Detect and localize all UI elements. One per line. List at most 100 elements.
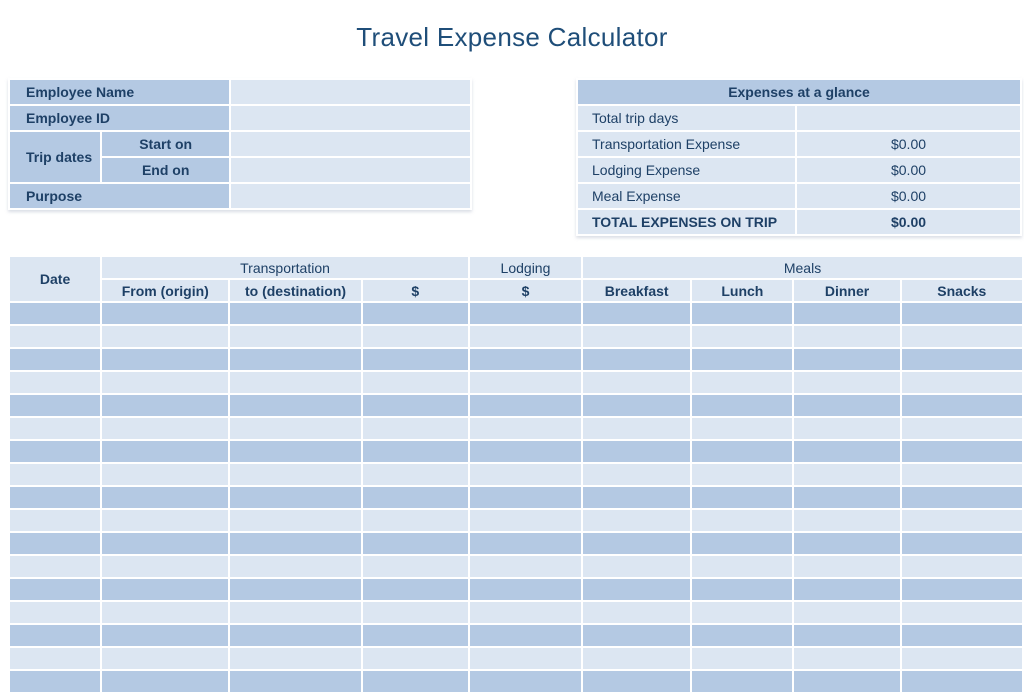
expense-cell[interactable] xyxy=(362,648,468,669)
expense-cell[interactable] xyxy=(469,487,582,508)
expense-cell[interactable] xyxy=(230,349,361,370)
expense-cell[interactable] xyxy=(692,510,793,531)
expense-cell[interactable] xyxy=(469,464,582,485)
expense-cell[interactable] xyxy=(692,602,793,623)
expense-cell[interactable] xyxy=(583,441,691,462)
expense-cell[interactable] xyxy=(583,648,691,669)
expense-cell[interactable] xyxy=(583,372,691,393)
expense-cell[interactable] xyxy=(794,326,900,347)
expense-cell[interactable] xyxy=(794,418,900,439)
expense-cell[interactable] xyxy=(469,326,582,347)
employee-id-value-cell[interactable] xyxy=(230,106,470,130)
expense-cell[interactable] xyxy=(10,533,101,554)
expense-cell[interactable] xyxy=(469,349,582,370)
expense-cell[interactable] xyxy=(901,671,1022,692)
expense-cell[interactable] xyxy=(10,418,101,439)
expense-cell[interactable] xyxy=(469,533,582,554)
expense-cell[interactable] xyxy=(10,602,101,623)
expense-cell[interactable] xyxy=(794,579,900,600)
expense-cell[interactable] xyxy=(901,326,1022,347)
expense-cell[interactable] xyxy=(901,418,1022,439)
expense-cell[interactable] xyxy=(362,671,468,692)
expense-cell[interactable] xyxy=(692,395,793,416)
expense-cell[interactable] xyxy=(102,487,229,508)
expense-cell[interactable] xyxy=(794,349,900,370)
expense-cell[interactable] xyxy=(794,556,900,577)
expense-cell[interactable] xyxy=(583,349,691,370)
expense-cell[interactable] xyxy=(794,602,900,623)
expense-cell[interactable] xyxy=(362,372,468,393)
expense-cell[interactable] xyxy=(469,372,582,393)
expense-cell[interactable] xyxy=(230,625,361,646)
expense-cell[interactable] xyxy=(362,441,468,462)
expense-cell[interactable] xyxy=(469,418,582,439)
expense-cell[interactable] xyxy=(901,625,1022,646)
expense-cell[interactable] xyxy=(583,625,691,646)
expense-cell[interactable] xyxy=(901,579,1022,600)
expense-cell[interactable] xyxy=(794,303,900,324)
expense-cell[interactable] xyxy=(362,326,468,347)
expense-cell[interactable] xyxy=(692,464,793,485)
expense-cell[interactable] xyxy=(692,326,793,347)
expense-cell[interactable] xyxy=(583,418,691,439)
expense-cell[interactable] xyxy=(230,671,361,692)
expense-cell[interactable] xyxy=(230,648,361,669)
expense-cell[interactable] xyxy=(362,395,468,416)
expense-cell[interactable] xyxy=(901,464,1022,485)
employee-name-value-cell[interactable] xyxy=(230,80,470,104)
expense-cell[interactable] xyxy=(10,648,101,669)
expense-cell[interactable] xyxy=(10,487,101,508)
expense-cell[interactable] xyxy=(362,579,468,600)
expense-cell[interactable] xyxy=(692,441,793,462)
expense-cell[interactable] xyxy=(583,671,691,692)
expense-cell[interactable] xyxy=(583,326,691,347)
expense-cell[interactable] xyxy=(230,441,361,462)
expense-cell[interactable] xyxy=(469,625,582,646)
expense-cell[interactable] xyxy=(102,326,229,347)
expense-cell[interactable] xyxy=(583,556,691,577)
expense-cell[interactable] xyxy=(10,441,101,462)
expense-cell[interactable] xyxy=(794,533,900,554)
expense-cell[interactable] xyxy=(794,487,900,508)
expense-cell[interactable] xyxy=(901,441,1022,462)
expense-cell[interactable] xyxy=(362,510,468,531)
expense-cell[interactable] xyxy=(10,349,101,370)
expense-cell[interactable] xyxy=(102,602,229,623)
expense-cell[interactable] xyxy=(901,372,1022,393)
expense-cell[interactable] xyxy=(794,395,900,416)
expense-cell[interactable] xyxy=(230,533,361,554)
expense-cell[interactable] xyxy=(469,510,582,531)
expense-cell[interactable] xyxy=(692,671,793,692)
expense-cell[interactable] xyxy=(469,395,582,416)
expense-cell[interactable] xyxy=(901,349,1022,370)
expense-cell[interactable] xyxy=(102,303,229,324)
expense-cell[interactable] xyxy=(692,303,793,324)
expense-cell[interactable] xyxy=(794,510,900,531)
expense-cell[interactable] xyxy=(469,556,582,577)
expense-cell[interactable] xyxy=(901,556,1022,577)
expense-cell[interactable] xyxy=(583,579,691,600)
expense-cell[interactable] xyxy=(692,418,793,439)
expense-cell[interactable] xyxy=(901,395,1022,416)
expense-cell[interactable] xyxy=(794,625,900,646)
expense-cell[interactable] xyxy=(102,556,229,577)
expense-cell[interactable] xyxy=(10,326,101,347)
expense-cell[interactable] xyxy=(362,418,468,439)
expense-cell[interactable] xyxy=(102,648,229,669)
expense-cell[interactable] xyxy=(692,556,793,577)
expense-cell[interactable] xyxy=(692,349,793,370)
expense-cell[interactable] xyxy=(362,487,468,508)
expense-cell[interactable] xyxy=(901,648,1022,669)
expense-cell[interactable] xyxy=(692,487,793,508)
total-trip-days-value[interactable] xyxy=(797,106,1021,130)
expense-cell[interactable] xyxy=(794,648,900,669)
expense-cell[interactable] xyxy=(362,303,468,324)
expense-cell[interactable] xyxy=(102,441,229,462)
expense-cell[interactable] xyxy=(901,602,1022,623)
expense-cell[interactable] xyxy=(102,671,229,692)
expense-cell[interactable] xyxy=(794,671,900,692)
expense-cell[interactable] xyxy=(901,303,1022,324)
expense-cell[interactable] xyxy=(794,372,900,393)
expense-cell[interactable] xyxy=(230,487,361,508)
expense-cell[interactable] xyxy=(583,602,691,623)
